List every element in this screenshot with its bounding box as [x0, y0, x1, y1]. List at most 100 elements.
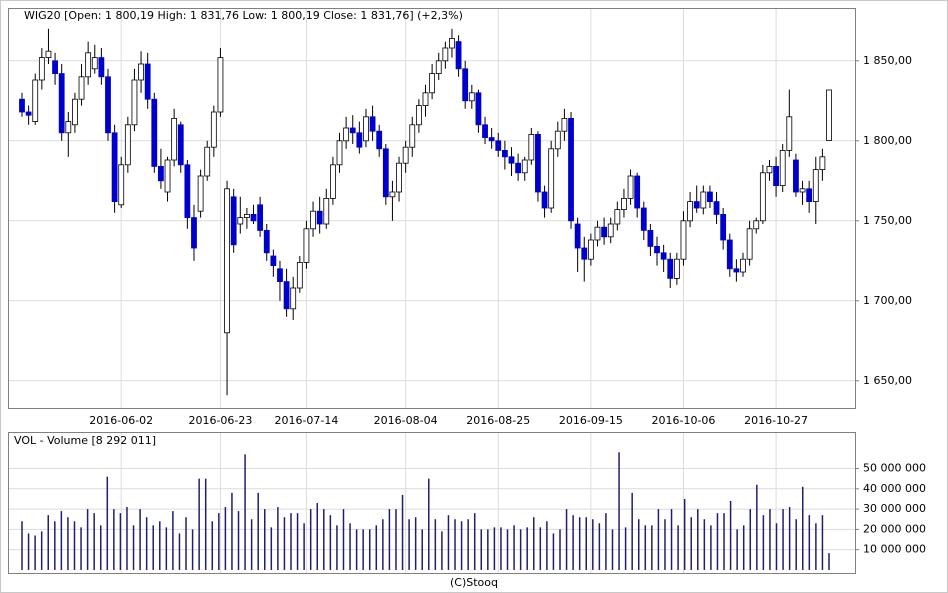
volume-bar — [270, 527, 273, 570]
volume-bar — [421, 529, 423, 570]
candle-body — [72, 98, 78, 126]
volume-bar — [152, 525, 154, 570]
x-tick-label: 2016-08-04 — [374, 414, 438, 427]
volume-bar — [611, 529, 614, 570]
volume-bar — [119, 513, 122, 570]
volume-bar — [34, 535, 36, 570]
candle-body — [138, 63, 144, 81]
volume-bar — [145, 517, 148, 570]
y-tick-label: 40 000 000 — [863, 482, 926, 495]
candle-body — [475, 92, 482, 126]
volume-bar — [670, 509, 673, 570]
x-tick-label: 2016-10-06 — [652, 414, 716, 427]
price-title: WIG20 [Open: 1 800,19 High: 1 831,76 Low… — [24, 9, 463, 22]
candle-body — [581, 247, 588, 260]
volume-bar — [113, 509, 115, 570]
volume-bar — [716, 513, 719, 570]
candle-body — [574, 223, 581, 249]
candle-body — [310, 210, 316, 230]
volume-bar — [355, 529, 358, 570]
candle-body — [164, 159, 171, 193]
volume-bar — [729, 500, 732, 570]
candle-body — [124, 124, 131, 166]
volume-title: VOL - Volume [8 292 011] — [14, 434, 156, 447]
candle-body — [594, 226, 601, 241]
volume-bar — [710, 525, 712, 570]
x-tick-label: 2016-10-27 — [744, 414, 808, 427]
volume-bar — [592, 519, 594, 570]
y-tick-label: 20 000 000 — [863, 522, 926, 535]
volume-bar — [204, 478, 207, 570]
y-tick-label: 1 800,00 — [863, 134, 912, 147]
candle-body — [627, 175, 634, 199]
volume-bar — [40, 531, 43, 570]
candle-body — [515, 162, 522, 174]
volume-bar — [565, 509, 568, 570]
volume-bar — [815, 523, 817, 570]
volume-bar — [552, 533, 555, 570]
candle-body — [389, 191, 396, 198]
volume-bar — [132, 525, 135, 570]
volume-bar — [401, 494, 404, 570]
candle-body — [217, 57, 224, 113]
candle-body — [263, 229, 270, 254]
volume-bar — [323, 509, 325, 570]
candle-body — [105, 76, 111, 134]
volume-bar — [762, 515, 765, 570]
volume-bar — [624, 527, 627, 570]
volume-bar — [303, 523, 305, 570]
volume-bar — [139, 509, 141, 570]
candle-body — [244, 213, 250, 218]
candle-body — [826, 89, 832, 141]
volume-bar — [198, 478, 200, 570]
candle-body — [482, 124, 488, 139]
x-tick-label: 2016-06-23 — [188, 414, 252, 427]
volume-bar — [375, 525, 378, 570]
candle-body — [316, 210, 323, 225]
volume-bar — [283, 517, 286, 570]
volume-bar — [126, 507, 128, 570]
volume-bar — [329, 515, 332, 570]
volume-bar — [742, 525, 745, 570]
candle-body — [296, 261, 303, 289]
volume-bar — [651, 525, 653, 570]
volume-bar — [382, 519, 384, 570]
volume-bar — [788, 507, 791, 570]
x-tick-label: 2016-08-25 — [466, 414, 530, 427]
candle-body — [654, 245, 660, 254]
volume-bar — [264, 509, 266, 570]
volume-bar — [697, 509, 699, 570]
volume-bar — [408, 519, 410, 570]
candle-body — [700, 191, 707, 209]
volume-bar — [211, 521, 214, 570]
volume-bar — [309, 509, 312, 570]
volume-bar — [80, 527, 82, 570]
candle-body — [38, 57, 45, 81]
volume-bar — [336, 525, 338, 570]
candle-body — [442, 47, 449, 62]
volume-bar — [60, 511, 63, 570]
candle-body — [257, 204, 264, 231]
volume-bar — [257, 492, 259, 570]
volume-bar — [559, 529, 561, 570]
candle-body — [25, 111, 32, 116]
volume-bar — [598, 523, 601, 570]
candle-body — [468, 92, 475, 102]
volume-bar — [506, 529, 509, 570]
candle-body — [184, 164, 191, 219]
y-tick-label: 1 650,00 — [863, 374, 912, 387]
volume-bar — [775, 523, 778, 570]
volume-bar — [93, 513, 95, 570]
volume-bar — [277, 507, 279, 570]
plot-layer: 1 650,00 1 700,00 1 750,00 1 800,00 1 850,00… — [9, 9, 926, 573]
candle-body — [779, 149, 786, 186]
candle-body — [561, 118, 568, 132]
candle-body — [402, 146, 409, 164]
volume-bar — [749, 509, 752, 570]
candle-body — [151, 98, 158, 167]
volume-bar — [54, 521, 56, 570]
volume-bar — [493, 527, 496, 570]
volume-bar — [434, 519, 437, 570]
volume-bar — [519, 529, 522, 570]
volume-bar — [454, 519, 456, 570]
